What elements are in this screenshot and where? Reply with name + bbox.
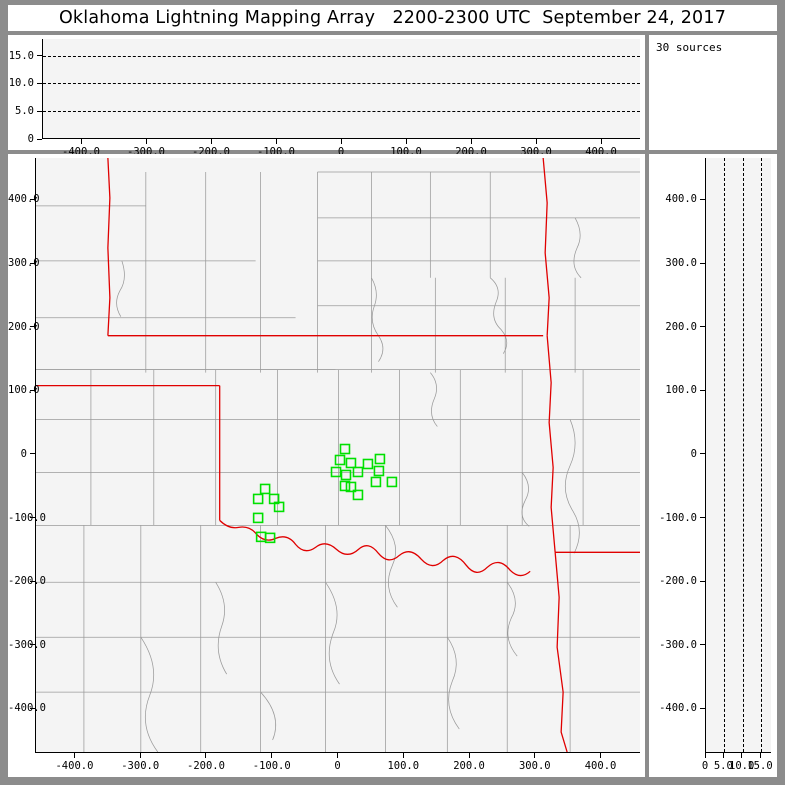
x-tick-mark	[145, 139, 147, 144]
y-tick-mark	[37, 110, 42, 112]
map-panel: -400.0 -300.0 -200.0 -100.0 0 100.0 200.0 300.0…	[8, 154, 645, 777]
map-geography	[36, 158, 640, 752]
y-tick-mark	[700, 453, 705, 455]
y-tick-label: 0	[20, 447, 27, 460]
x-tick-mark	[405, 139, 407, 144]
y-tick-mark	[30, 262, 35, 264]
y-tick-mark	[700, 580, 705, 582]
x-tick-mark	[759, 753, 761, 758]
y-tick-label: -400.0	[8, 702, 46, 715]
x-tick-label: -200.0	[187, 760, 225, 772]
y-tick-mark	[30, 580, 35, 582]
y-tick-label: 0	[27, 133, 34, 145]
grid-line-vertical	[742, 158, 744, 752]
grid-line-vertical	[724, 158, 726, 752]
x-tick-mark	[402, 753, 404, 758]
x-tick-label: 15.0	[747, 760, 773, 772]
title-bar: Oklahoma Lightning Mapping Array 2200-23…	[8, 5, 777, 31]
y-tick-mark	[700, 644, 705, 646]
x-tick-label: 10.0	[729, 760, 755, 772]
x-tick-mark	[210, 139, 212, 144]
y-tick-mark	[30, 326, 35, 328]
y-tick-mark	[30, 198, 35, 200]
y-tick-mark	[700, 326, 705, 328]
y-tick-label: -200.0	[659, 575, 697, 588]
x-tick-mark	[205, 753, 207, 758]
county-lines	[36, 171, 640, 752]
y-tick-mark	[700, 707, 705, 709]
y-tick-label: 15.0	[8, 49, 34, 62]
x-tick-mark	[73, 753, 75, 758]
x-tick-label: -100.0	[252, 760, 291, 772]
lightning-sources	[252, 443, 398, 544]
map-plot-area[interactable]	[35, 158, 640, 753]
x-tick-mark	[470, 139, 472, 144]
source-count-label: 30 sources	[656, 41, 723, 54]
x-tick-mark	[600, 753, 602, 758]
y-tick-label: -300.0	[659, 638, 697, 651]
y-tick-mark	[700, 262, 705, 264]
x-tick-mark	[139, 753, 141, 758]
y-tick-label: 5.0	[15, 105, 34, 118]
y-tick-label: -400.0	[659, 702, 697, 715]
y-tick-mark	[37, 138, 42, 140]
y-tick-mark	[37, 82, 42, 84]
x-tick-mark	[535, 139, 537, 144]
time-height-plot-area[interactable]	[42, 39, 640, 139]
grid-line-horizontal	[43, 83, 640, 85]
x-tick-label: 400.0	[584, 760, 617, 772]
x-tick-mark	[600, 139, 602, 144]
y-tick-mark	[37, 55, 42, 57]
x-tick-mark	[722, 753, 724, 758]
x-tick-mark	[275, 139, 277, 144]
grid-line-vertical	[761, 158, 762, 752]
x-tick-label: 300.0	[518, 760, 551, 772]
x-tick-mark	[340, 139, 342, 144]
x-tick-label: 0	[334, 760, 341, 772]
y-tick-label: 300.0	[665, 257, 697, 269]
y-tick-label: -200.0	[8, 575, 46, 588]
x-tick-mark	[704, 753, 706, 758]
y-tick-label: 400.0	[665, 193, 697, 206]
y-tick-label: 200.0	[665, 320, 697, 333]
y-tick-mark	[700, 517, 705, 519]
x-tick-mark	[337, 753, 338, 758]
y-tick-label: 100.0	[8, 384, 40, 397]
y-tick-label: 400.0	[8, 193, 40, 206]
x-tick-label: 0	[701, 760, 709, 772]
y-tick-label: -100.0	[659, 511, 697, 524]
x-tick-mark	[741, 753, 743, 758]
x-tick-label: -400.0	[55, 760, 94, 772]
y-tick-mark	[30, 644, 35, 646]
y-tick-label: 200.0	[8, 320, 40, 333]
x-tick-mark	[534, 753, 536, 758]
y-tick-label: 100.0	[665, 384, 697, 397]
x-tick-mark	[80, 139, 82, 144]
x-tick-label: 0	[337, 146, 345, 158]
y-tick-mark	[30, 453, 35, 455]
page-title: Oklahoma Lightning Mapping Array 2200-23…	[58, 8, 727, 28]
time-height-panel: -400.0 -300.0 -200.0 -100.0 0 100.0 200.0 300.0…	[8, 35, 645, 158]
y-tick-label: 300.0	[8, 257, 40, 269]
y-tick-label: 0	[690, 447, 697, 460]
y-tick-label: 10.0	[8, 77, 34, 90]
x-tick-mark	[271, 753, 273, 758]
grid-line-horizontal	[43, 111, 640, 113]
source-count-panel: 30 sources	[649, 35, 777, 150]
grid-line-horizontal	[43, 55, 640, 57]
height-distribution-plot-area[interactable]	[705, 158, 771, 753]
y-tick-label: -100.0	[8, 511, 46, 524]
y-tick-mark	[30, 517, 35, 519]
x-tick-label: -300.0	[121, 760, 160, 772]
x-tick-label: 5.0	[713, 760, 733, 772]
x-tick-label: 100.0	[387, 760, 420, 772]
y-tick-mark	[30, 707, 35, 709]
y-tick-label: -300.0	[8, 638, 46, 651]
y-tick-mark	[700, 198, 705, 200]
y-tick-mark	[30, 389, 35, 391]
x-tick-mark	[468, 753, 470, 758]
height-distribution-panel: 0 5.0 10.0 15.0 400.0 300.0 200.0 100.0 0 -100.0 -…	[649, 154, 777, 777]
x-tick-label: 200.0	[453, 760, 485, 772]
y-tick-mark	[700, 389, 705, 391]
